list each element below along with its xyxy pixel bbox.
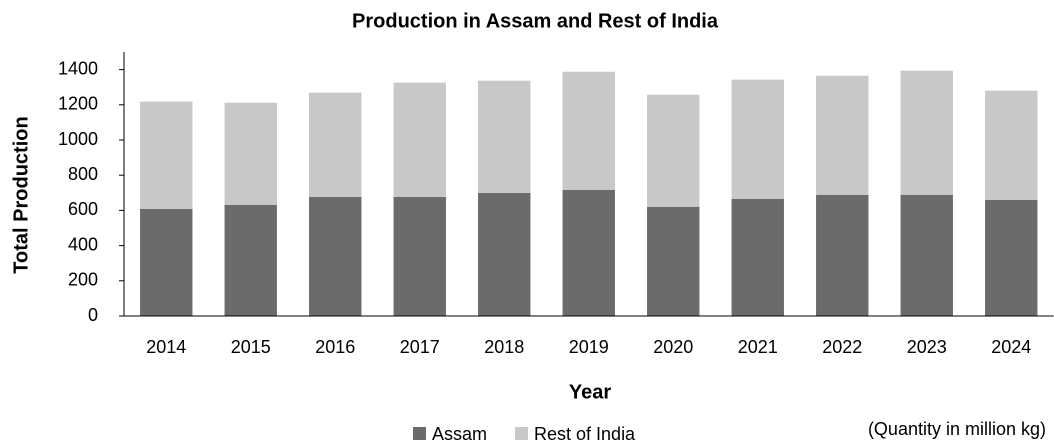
legend-label: Rest of India	[534, 424, 636, 443]
bar-segment	[900, 70, 953, 195]
bar-segment	[140, 101, 193, 209]
y-tick-label: 600	[68, 199, 98, 219]
x-tick-label: 2021	[738, 337, 778, 357]
bar-segment	[478, 192, 531, 316]
legend-swatch	[515, 427, 529, 440]
x-tick-label: 2024	[991, 337, 1031, 357]
bar-segment	[647, 206, 700, 316]
bar-segment	[393, 196, 446, 316]
y-tick-label: 0	[88, 305, 98, 325]
y-tick-label: 1400	[58, 58, 98, 78]
bar-segment	[562, 71, 615, 190]
x-tick-label: 2017	[400, 337, 440, 357]
annotation: (Quantity in million kg)	[868, 419, 1046, 439]
legend-swatch	[413, 427, 426, 440]
y-tick-label: 1200	[58, 94, 98, 114]
y-tick-label: 200	[68, 270, 98, 290]
bar-segment	[816, 194, 869, 316]
bar-segment	[140, 208, 193, 316]
bar-segment	[562, 189, 615, 316]
x-tick-label: 2020	[653, 337, 693, 357]
bar-segment	[647, 94, 700, 207]
bar-segment	[985, 90, 1038, 200]
x-tick-label: 2016	[315, 337, 355, 357]
x-axis-label: Year	[569, 381, 611, 403]
chart-title: Production in Assam and Rest of India	[352, 10, 719, 32]
bar-segment	[731, 79, 784, 199]
x-tick-label: 2023	[907, 337, 947, 357]
bar-segment	[309, 92, 362, 197]
bar-segment	[309, 196, 362, 316]
bar-segment	[731, 198, 784, 316]
bar-segment	[393, 82, 446, 197]
x-tick-label: 2018	[484, 337, 524, 357]
bar-segment	[816, 75, 869, 195]
y-tick-label: 400	[68, 234, 98, 254]
bar-segment	[900, 194, 953, 316]
bar-segment	[985, 199, 1038, 316]
legend-label: Assam	[432, 424, 487, 443]
x-tick-label: 2015	[231, 337, 271, 357]
bar-segment	[478, 80, 531, 193]
bar-segment	[224, 102, 277, 205]
bar-segment	[224, 204, 277, 316]
y-tick-label: 1000	[58, 129, 98, 149]
x-tick-label: 2019	[569, 337, 609, 357]
y-tick-label: 800	[68, 164, 98, 184]
x-tick-label: 2014	[146, 337, 186, 357]
x-tick-label: 2022	[822, 337, 862, 357]
y-axis-label: Total Production	[10, 116, 32, 273]
